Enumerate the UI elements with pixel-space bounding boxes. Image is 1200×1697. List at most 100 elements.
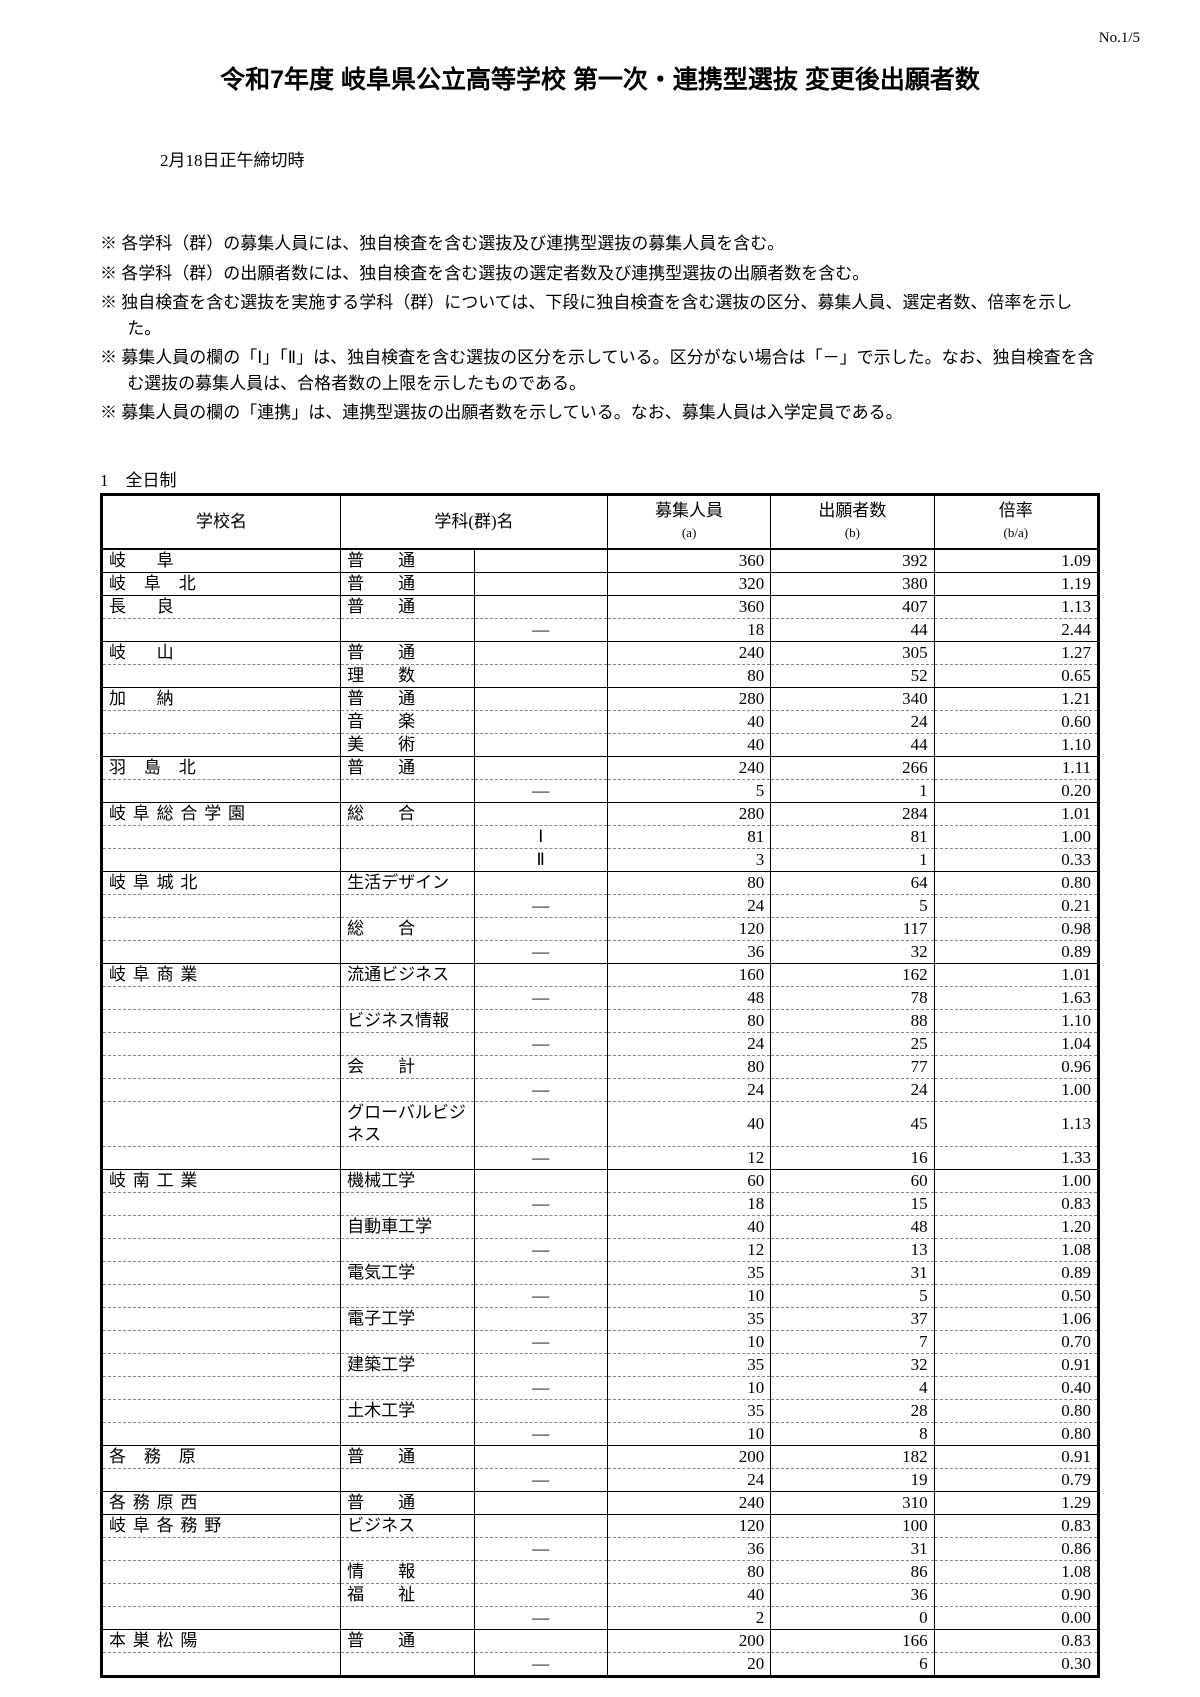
cell-mark — [474, 710, 607, 733]
cell-school — [102, 894, 341, 917]
cell-applicants: 284 — [771, 802, 934, 825]
cell-capacity: 320 — [607, 572, 770, 595]
table-row: ―24251.04 — [102, 1032, 1099, 1055]
cell-capacity: 48 — [607, 986, 770, 1009]
deadline-note: 2月18日正午締切時 — [160, 146, 1100, 171]
cell-mark — [474, 1055, 607, 1078]
cell-school — [102, 1307, 341, 1330]
table-row: 各 務 原普 通2001820.91 — [102, 1445, 1099, 1468]
cell-mark: ― — [474, 779, 607, 802]
cell-ratio: 0.91 — [934, 1445, 1098, 1468]
cell-mark — [474, 572, 607, 595]
cell-dept — [341, 1468, 474, 1491]
cell-ratio: 1.21 — [934, 687, 1098, 710]
cell-capacity: 24 — [607, 894, 770, 917]
cell-ratio: 0.70 — [934, 1330, 1098, 1353]
cell-capacity: 24 — [607, 1078, 770, 1101]
table-row: 岐阜城北生活デザイン80640.80 — [102, 871, 1099, 894]
cell-ratio: 1.29 — [934, 1491, 1098, 1514]
cell-school: 岐 山 — [102, 641, 341, 664]
cell-applicants: 15 — [771, 1192, 934, 1215]
cell-capacity: 40 — [607, 1215, 770, 1238]
cell-mark — [474, 1399, 607, 1422]
cell-dept — [341, 1537, 474, 1560]
cell-capacity: 40 — [607, 1583, 770, 1606]
table-row: 土木工学35280.80 — [102, 1399, 1099, 1422]
cell-ratio: 1.10 — [934, 733, 1098, 756]
cell-capacity: 360 — [607, 595, 770, 618]
cell-school: 加 納 — [102, 687, 341, 710]
cell-mark — [474, 1307, 607, 1330]
cell-ratio: 0.33 — [934, 848, 1098, 871]
cell-capacity: 160 — [607, 963, 770, 986]
note-item: ※ 各学科（群）の募集人員には、独自検査を含む選抜及び連携型選抜の募集人員を含む… — [100, 231, 1100, 257]
cell-ratio: 0.80 — [934, 871, 1098, 894]
cell-dept — [341, 1652, 474, 1676]
cell-ratio: 1.27 — [934, 641, 1098, 664]
cell-ratio: 1.13 — [934, 595, 1098, 618]
cell-ratio: 0.86 — [934, 1537, 1098, 1560]
cell-ratio: 1.10 — [934, 1009, 1098, 1032]
cell-dept: 普 通 — [341, 1629, 474, 1652]
cell-ratio: 0.80 — [934, 1399, 1098, 1422]
cell-school — [102, 1606, 341, 1629]
header-capacity: 募集人員 (a) — [607, 494, 770, 549]
cell-capacity: 280 — [607, 687, 770, 710]
cell-school — [102, 1376, 341, 1399]
cell-school — [102, 1055, 341, 1078]
cell-ratio: 0.00 — [934, 1606, 1098, 1629]
table-row: ビジネス情報80881.10 — [102, 1009, 1099, 1032]
cell-dept: 電気工学 — [341, 1261, 474, 1284]
cell-school: 岐 阜 北 — [102, 572, 341, 595]
header-school: 学校名 — [102, 494, 341, 549]
cell-mark — [474, 664, 607, 687]
cell-ratio: 1.08 — [934, 1560, 1098, 1583]
note-item: ※ 募集人員の欄の「連携」は、連携型選抜の出願者数を示している。なお、募集人員は… — [100, 400, 1100, 426]
cell-school — [102, 1192, 341, 1215]
cell-school — [102, 917, 341, 940]
document-title: 令和7年度 岐阜県公立高等学校 第一次・連携型選抜 変更後出願者数 — [100, 60, 1100, 96]
cell-ratio: 1.09 — [934, 549, 1098, 573]
table-row: ―36320.89 — [102, 940, 1099, 963]
cell-dept: 自動車工学 — [341, 1215, 474, 1238]
cell-mark: ― — [474, 1468, 607, 1491]
cell-dept — [341, 1284, 474, 1307]
table-row: 岐阜総合学園総 合2802841.01 — [102, 802, 1099, 825]
cell-capacity: 20 — [607, 1652, 770, 1676]
cell-capacity: 24 — [607, 1468, 770, 1491]
cell-capacity: 35 — [607, 1261, 770, 1284]
cell-capacity: 3 — [607, 848, 770, 871]
cell-applicants: 44 — [771, 733, 934, 756]
document-page: No.1/5 令和7年度 岐阜県公立高等学校 第一次・連携型選抜 変更後出願者数… — [0, 0, 1200, 1697]
cell-capacity: 18 — [607, 618, 770, 641]
cell-capacity: 80 — [607, 664, 770, 687]
cell-capacity: 2 — [607, 1606, 770, 1629]
cell-capacity: 12 — [607, 1146, 770, 1169]
cell-mark: ― — [474, 1284, 607, 1307]
cell-ratio: 0.65 — [934, 664, 1098, 687]
table-row: Ⅰ81811.00 — [102, 825, 1099, 848]
cell-mark — [474, 549, 607, 573]
cell-dept: 生活デザイン — [341, 871, 474, 894]
cell-capacity: 80 — [607, 871, 770, 894]
table-row: 会 計80770.96 — [102, 1055, 1099, 1078]
cell-applicants: 16 — [771, 1146, 934, 1169]
cell-dept — [341, 1330, 474, 1353]
cell-mark — [474, 1629, 607, 1652]
header-dept: 学科(群)名 — [341, 494, 608, 549]
cell-capacity: 80 — [607, 1009, 770, 1032]
cell-school — [102, 986, 341, 1009]
cell-dept — [341, 1422, 474, 1445]
table-row: ―200.00 — [102, 1606, 1099, 1629]
cell-school — [102, 1330, 341, 1353]
cell-school — [102, 1009, 341, 1032]
cell-school: 長 良 — [102, 595, 341, 618]
cell-school — [102, 710, 341, 733]
cell-school — [102, 664, 341, 687]
cell-dept: 会 計 — [341, 1055, 474, 1078]
cell-mark: ― — [474, 1330, 607, 1353]
cell-school — [102, 825, 341, 848]
cell-dept — [341, 1238, 474, 1261]
cell-capacity: 200 — [607, 1629, 770, 1652]
cell-applicants: 407 — [771, 595, 934, 618]
